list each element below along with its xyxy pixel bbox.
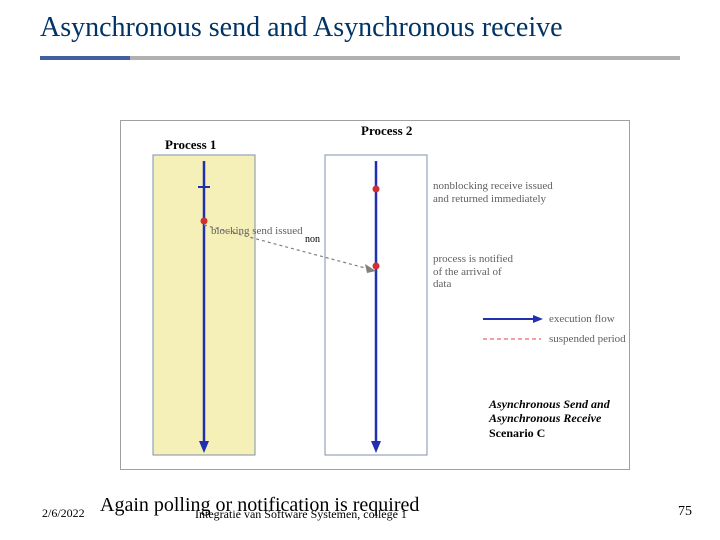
annot-notif-l1: process is notified [433,253,513,265]
diagram-frame: Process 1 Process 2 blocking send issued… [120,120,630,470]
annot-notif-l3: data [433,278,451,290]
title-underline [40,56,680,60]
footer-date: 2/6/2022 [42,506,85,521]
p2-event-dot-1 [373,186,380,193]
process2-label: Process 2 [361,123,412,139]
legend-exec-label: execution flow [549,313,615,326]
annot-nonblocking-recv: nonblocking receive issued and returned … [433,180,553,205]
p2-event-dot-2 [373,263,380,270]
scenario-title: Asynchronous Send and Asynchronous Recei… [489,397,610,440]
annot-recv-l1: nonblocking receive issued [433,180,553,192]
p1-event-dot [201,218,208,225]
overlay-non: non [303,234,322,245]
scenario-l3: Scenario C [489,426,545,440]
scenario-l2: Asynchronous Receive [489,411,601,425]
annot-notif-l2: of the arrival of [433,266,502,278]
legend-susp-label: suspended period [549,333,626,346]
footer-center: Integratie van Software Systemen, colleg… [195,507,407,522]
annot-notified: process is notified of the arrival of da… [433,253,513,291]
annot-recv-l2: and returned immediately [433,193,546,205]
scenario-l1: Asynchronous Send and [489,397,610,411]
annot-blocking-send: blocking send issued [211,225,303,238]
footer-page-number: 75 [678,504,692,520]
slide-title: Asynchronous send and Asynchronous recei… [0,0,720,52]
process1-label: Process 1 [165,137,216,153]
